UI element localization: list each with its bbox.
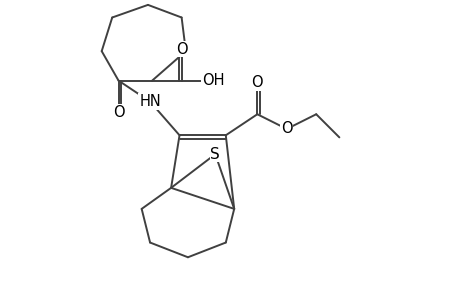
Text: O: O — [112, 105, 124, 120]
Text: OH: OH — [202, 73, 224, 88]
Text: O: O — [175, 41, 187, 56]
Text: O: O — [251, 75, 263, 90]
Text: O: O — [280, 122, 292, 136]
Text: S: S — [210, 147, 220, 162]
Text: HN: HN — [139, 94, 161, 109]
